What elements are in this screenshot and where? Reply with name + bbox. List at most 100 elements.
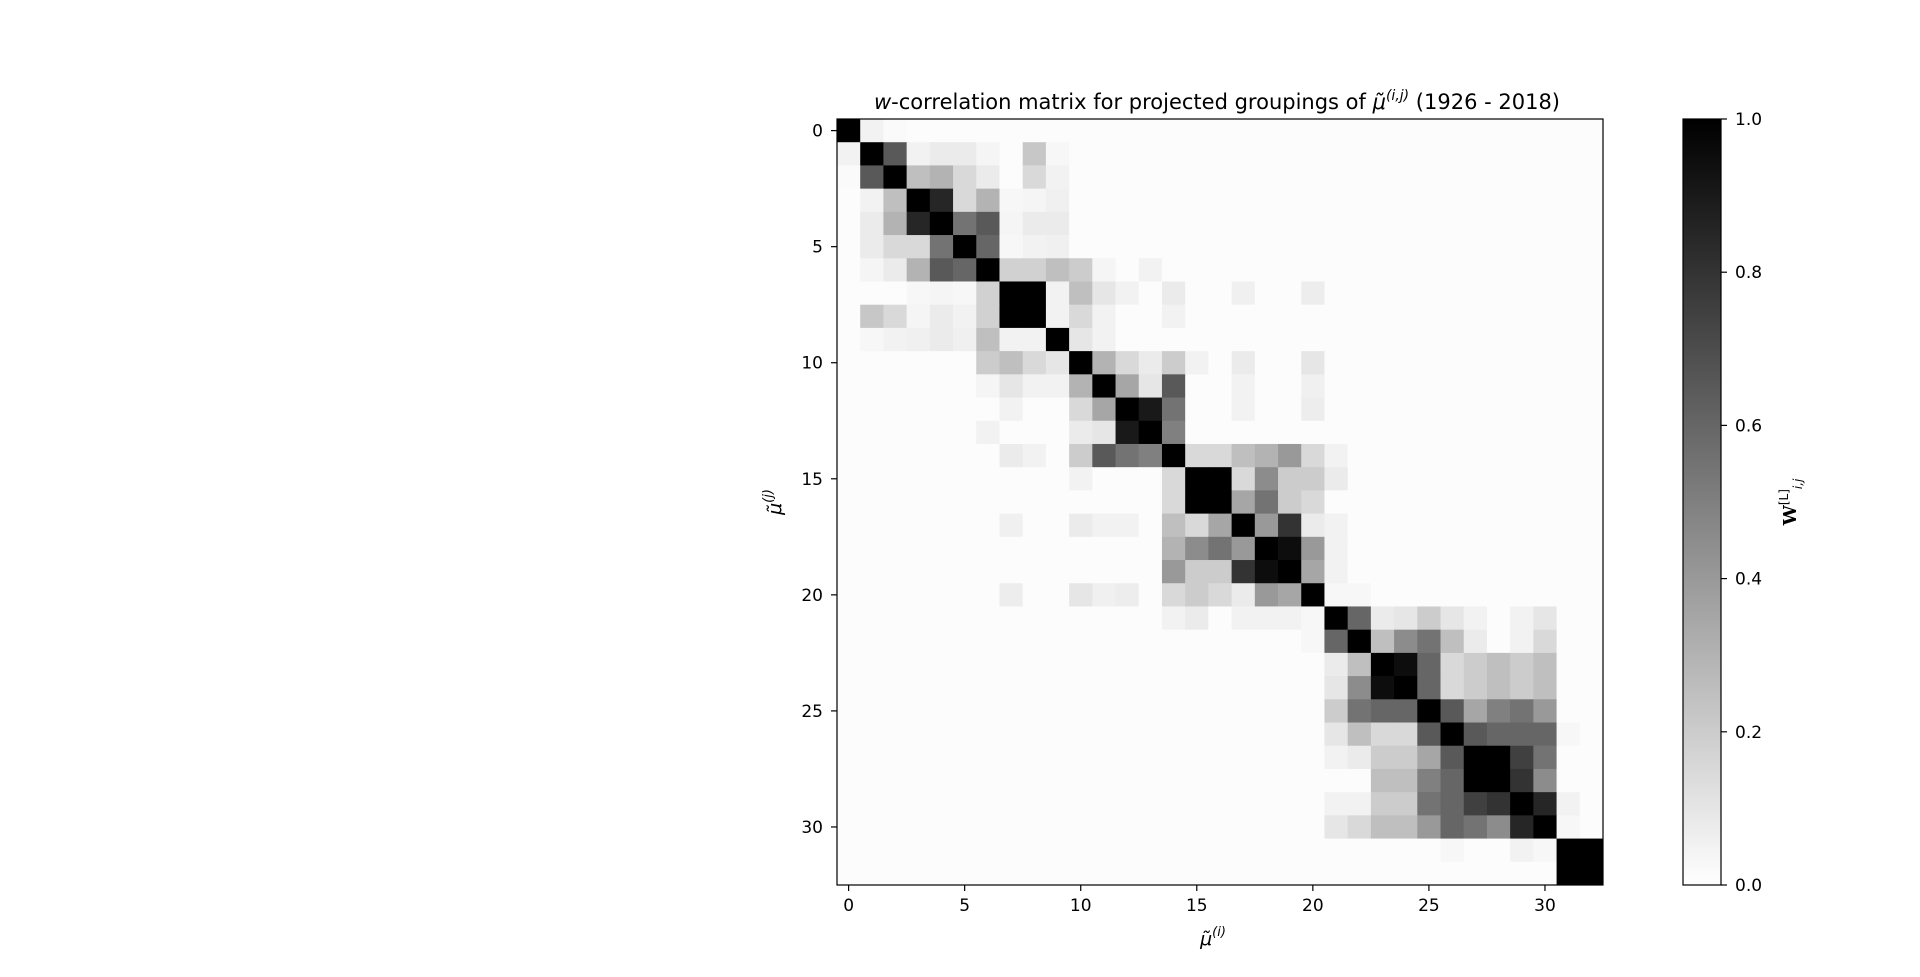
heatmap-cell (1115, 188, 1140, 213)
heatmap-cell (976, 676, 1000, 700)
heatmap-cell (837, 629, 861, 654)
heatmap-cell (1092, 560, 1116, 584)
heatmap-cell (1185, 560, 1209, 584)
heatmap-cell (1417, 815, 1441, 839)
heatmap-cell (1208, 815, 1232, 839)
heatmap-cell (1115, 768, 1140, 793)
heatmap-cell (883, 397, 908, 422)
heatmap-cell (1045, 374, 1070, 398)
heatmap-cell (1092, 722, 1116, 747)
heatmap-cell (1231, 281, 1256, 306)
heatmap-cell (1138, 815, 1163, 839)
heatmap-cell (1254, 443, 1279, 468)
heatmap-cell (1254, 327, 1279, 352)
heatmap-cell (1069, 722, 1093, 747)
heatmap-cell (1045, 235, 1070, 259)
heatmap-cell (1301, 235, 1325, 259)
heatmap-cell (1324, 652, 1349, 677)
heatmap-cell (1533, 838, 1557, 863)
heatmap-cell (1486, 792, 1511, 816)
heatmap-cell (1092, 815, 1116, 839)
heatmap-cell (1022, 165, 1047, 190)
heatmap-cell (1069, 443, 1093, 468)
heatmap-cell (837, 745, 861, 770)
heatmap-cell (1301, 490, 1325, 514)
heatmap-cell (906, 815, 931, 839)
heatmap-cell (906, 606, 931, 631)
heatmap-cell (976, 606, 1000, 631)
heatmap-cell (1161, 281, 1186, 306)
heatmap-cell (1301, 676, 1325, 700)
heatmap-cell (1440, 583, 1465, 607)
heatmap-cell (1045, 838, 1070, 863)
heatmap-cell (1463, 374, 1488, 398)
heatmap-cell (1301, 467, 1325, 491)
heatmap-cell (1185, 583, 1209, 607)
heatmap-cell (1254, 467, 1279, 491)
heatmap-cell (883, 467, 908, 491)
heatmap-cell (1022, 304, 1047, 329)
heatmap-cell (929, 815, 954, 839)
heatmap-cell (999, 606, 1024, 631)
heatmap-cell (1115, 722, 1140, 747)
heatmap-cell (1185, 513, 1209, 538)
heatmap-cell (1579, 490, 1604, 514)
colorbar-frame (1682, 118, 1722, 886)
heatmap-cell (1301, 327, 1325, 352)
heatmap-cell (1510, 815, 1534, 839)
heatmap-cell (1278, 861, 1302, 886)
heatmap-cell (1231, 699, 1256, 723)
colorbar-tick-label: 0.4 (1735, 570, 1762, 590)
heatmap-cell (1208, 211, 1232, 236)
heatmap-cell (1208, 467, 1232, 491)
heatmap-cell (883, 536, 908, 561)
heatmap-cell (1138, 583, 1163, 607)
heatmap-cell (1301, 258, 1325, 282)
heatmap-cell (1208, 560, 1232, 584)
heatmap-cell (1278, 142, 1302, 166)
heatmap-cell (1486, 211, 1511, 236)
heatmap-cell (1208, 443, 1232, 468)
heatmap-cell (1138, 304, 1163, 329)
heatmap-cell (1347, 420, 1372, 445)
heatmap-cell (1045, 142, 1070, 166)
heatmap-cell (837, 467, 861, 491)
heatmap-cell (1417, 188, 1441, 213)
heatmap-cell (999, 211, 1024, 236)
heatmap-cell (1115, 815, 1140, 839)
heatmap-cell (1301, 281, 1325, 306)
heatmap-cell (1138, 188, 1163, 213)
heatmap-cell (906, 467, 931, 491)
heatmap-cell (837, 838, 861, 863)
title-superscript: (i,j) (1386, 88, 1409, 104)
heatmap-cell (860, 142, 884, 166)
heatmap-cell (1208, 606, 1232, 631)
heatmap-cell (1556, 374, 1581, 398)
heatmap-cell (999, 768, 1024, 793)
heatmap-cell (837, 281, 861, 306)
heatmap-cell (1556, 513, 1581, 538)
heatmap-cell (929, 327, 954, 352)
heatmap-cell (1533, 443, 1557, 468)
heatmap-cell (837, 374, 861, 398)
heatmap-cell (1278, 235, 1302, 259)
heatmap-cell (1208, 397, 1232, 422)
heatmap-cell (1394, 467, 1418, 491)
heatmap-cell (1045, 513, 1070, 538)
heatmap-cell (837, 768, 861, 793)
heatmap-cell (1115, 699, 1140, 723)
heatmap-cell (1324, 513, 1349, 538)
heatmap-cell (1394, 652, 1418, 677)
heatmap-cell (1579, 235, 1604, 259)
x-axis: 0 5 10 15 20 25 30 (843, 885, 1556, 916)
heatmap-cell (1022, 513, 1047, 538)
heatmap-cell (860, 281, 884, 306)
heatmap-cell (1579, 119, 1604, 143)
heatmap-cell (860, 583, 884, 607)
heatmap-cell (929, 560, 954, 584)
y-tick-label: 5 (812, 238, 823, 258)
heatmap-cell (953, 443, 977, 468)
heatmap-cell (1278, 119, 1302, 143)
heatmap-cell (1417, 560, 1441, 584)
heatmap-cell (1208, 351, 1232, 375)
